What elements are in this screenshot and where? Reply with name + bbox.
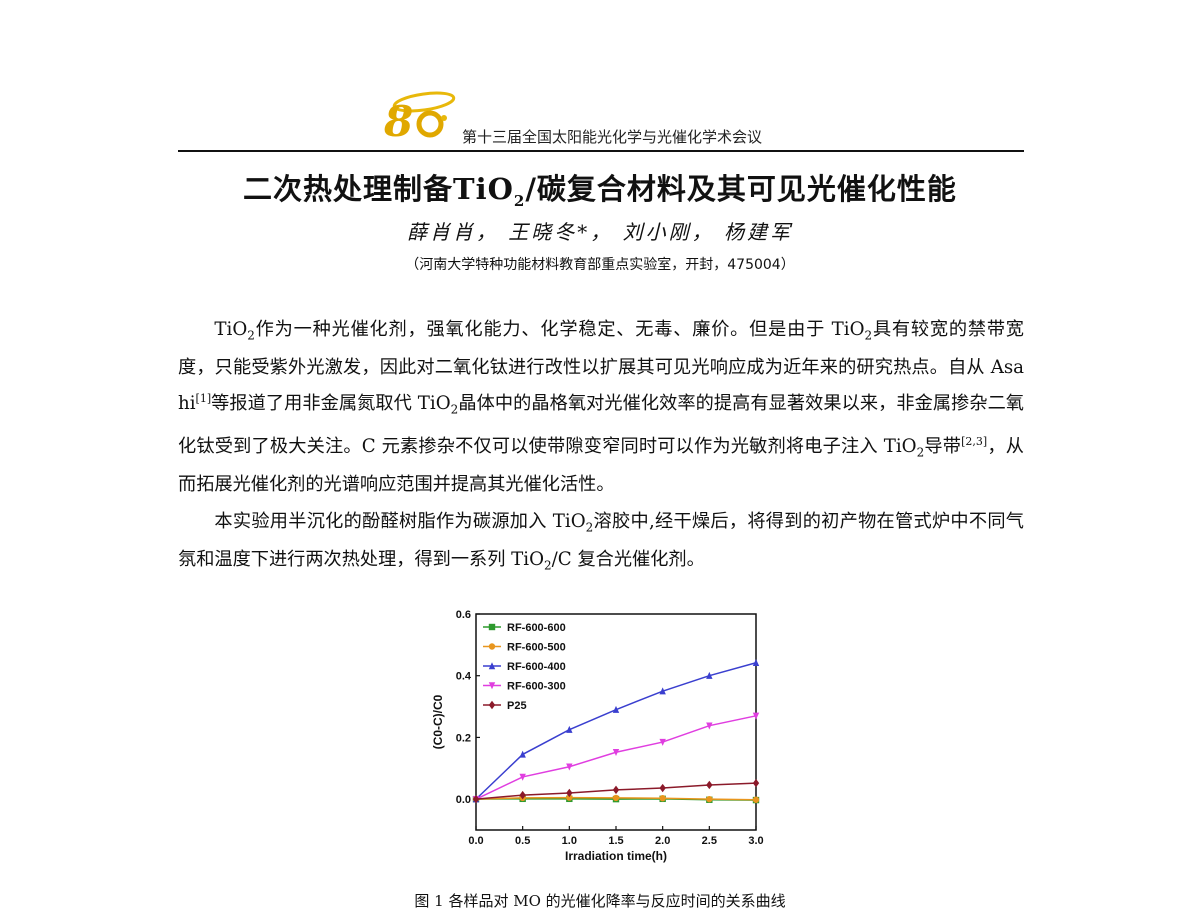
paper-affiliation: （河南大学特种功能材料教育部重点实验室，开封，475004）: [405, 257, 795, 273]
legend-label: RF-600-300: [507, 681, 566, 693]
figure-caption: 图 1 各样品对 MO 的光催化降率与反应时间的关系曲线: [414, 892, 786, 910]
data-point: [566, 763, 573, 771]
paper-title: 二次热处理制备TiO2/碳复合材料及其可见光催化性能: [243, 172, 957, 210]
x-tick-label: 0.5: [515, 835, 530, 847]
data-point: [612, 705, 620, 713]
data-point: [752, 796, 760, 803]
data-point: [566, 794, 573, 801]
legend-marker: [488, 700, 496, 710]
data-point: [752, 712, 760, 720]
x-tick-label: 1.0: [562, 835, 577, 847]
data-point: [519, 750, 526, 758]
legend-marker: [488, 623, 496, 631]
paragraph-1: TiO2作为一种光催化剂，强氧化能力、化学稳定、无毒、廉价。但是由于 TiO2具…: [178, 319, 1024, 496]
x-axis-title: Irradiation time(h): [565, 849, 667, 863]
y-axis-title: (C0-C)/C0: [431, 694, 445, 749]
svg-text:8: 8: [383, 97, 413, 142]
y-tick-label: 0.6: [456, 609, 471, 621]
legend-marker: [488, 662, 496, 670]
x-tick-label: 0.0: [468, 835, 483, 847]
data-point: [519, 773, 526, 781]
y-tick-label: 0.4: [456, 671, 472, 683]
paragraph-2: 本实验用半沉化的酚醛树脂作为碳源加入 TiO2溶胶中,经干燥后，将得到的初产物在…: [178, 511, 1024, 573]
data-point: [659, 687, 666, 695]
data-point: [752, 658, 760, 666]
legend-label: RF-600-400: [507, 661, 566, 673]
y-tick-label: 0.0: [456, 794, 471, 806]
x-tick-label: 1.5: [608, 835, 623, 847]
x-tick-label: 3.0: [748, 835, 763, 847]
legend-marker: [488, 643, 496, 650]
data-point: [659, 738, 666, 746]
data-point: [706, 795, 713, 803]
header-rule: [178, 150, 1024, 152]
conference-name: 第十三届全国太阳能光化学与光催化学术会议: [462, 128, 763, 146]
data-point: [566, 725, 573, 733]
conference-logo: 8: [383, 91, 456, 142]
legend-label: RF-600-600: [507, 622, 566, 634]
series-rf-600-400: [472, 658, 760, 803]
data-point: [752, 778, 760, 788]
x-tick-label: 2.0: [655, 835, 670, 847]
legend-label: P25: [507, 700, 527, 712]
y-tick-label: 0.2: [456, 732, 471, 744]
data-point: [706, 671, 713, 679]
data-point: [706, 780, 713, 790]
chart-legend: RF-600-600 RF-600-500 RF-600-400 RF-600-300…: [483, 622, 566, 712]
data-point: [612, 794, 620, 802]
data-point: [612, 785, 620, 795]
data-point: [706, 722, 713, 730]
data-point: [659, 783, 666, 793]
legend-label: RF-600-500: [507, 642, 566, 654]
legend-marker: [488, 682, 496, 690]
x-tick-label: 2.5: [702, 835, 717, 847]
degradation-chart: 0.0 0.5 1.0 1.5 2.0 2.5 3.0 0.0 0.2 0.4 0.6 Irradia…: [431, 609, 764, 863]
data-point: [612, 749, 620, 757]
data-point: [566, 788, 573, 798]
paper-authors: 薛肖肖， 王晓冬*， 刘小刚， 杨建军: [406, 220, 794, 244]
data-point: [659, 795, 666, 802]
